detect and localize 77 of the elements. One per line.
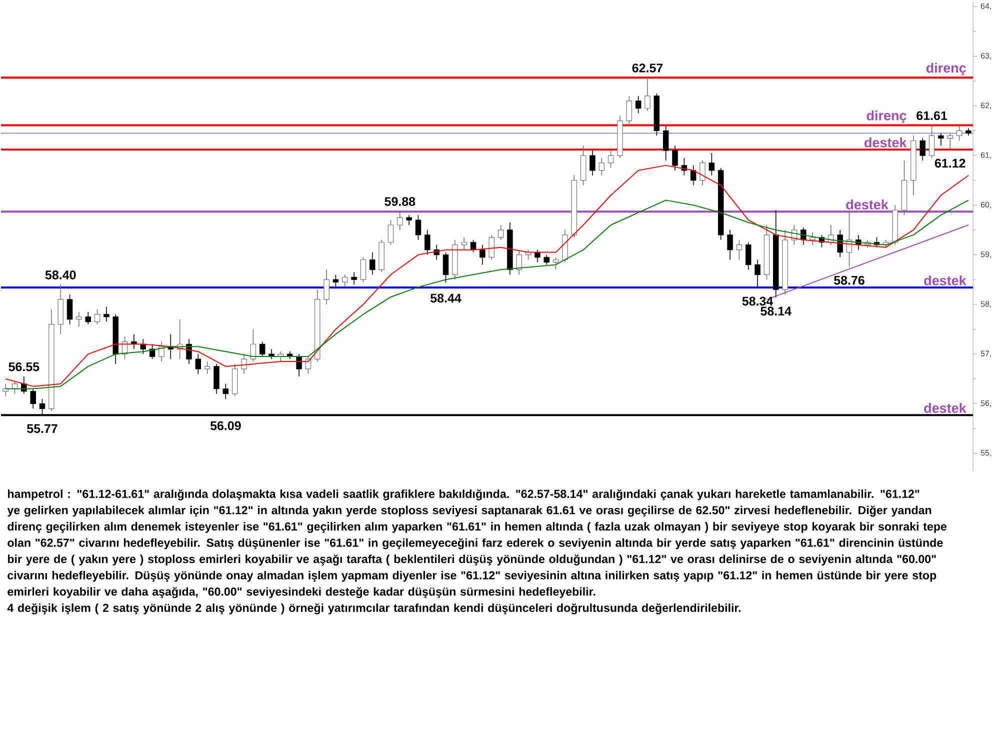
candlestick	[635, 96, 642, 114]
candlestick	[442, 252, 449, 284]
candlestick	[397, 210, 403, 230]
candlestick	[590, 150, 596, 176]
candlestick	[480, 244, 486, 266]
candlestick	[222, 383, 229, 400]
candlestick	[94, 309, 100, 325]
candlestick	[672, 145, 678, 171]
candlestick	[920, 138, 926, 161]
candlestick	[415, 214, 422, 240]
candlestick	[488, 234, 494, 260]
candlestick	[351, 272, 357, 286]
ref-line-label: direnç	[926, 62, 966, 76]
ref-line-label: destek	[846, 200, 888, 210]
candlestick	[928, 124, 935, 158]
candlestick	[837, 230, 843, 258]
candlestick	[214, 364, 220, 394]
candlestick	[754, 259, 760, 288]
annotation: 56.09	[210, 421, 241, 430]
candlestick	[516, 249, 522, 276]
annotation: 59.88	[384, 197, 416, 206]
candlestick	[810, 232, 816, 246]
candlestick	[360, 256, 366, 283]
annotation: 61.12	[934, 158, 966, 168]
candlestick	[700, 160, 706, 186]
candlestick	[956, 125, 962, 142]
candlestick	[727, 230, 733, 260]
candlestick	[746, 242, 752, 270]
candlestick	[104, 306, 110, 322]
candlestick	[424, 230, 430, 256]
annotation: 58.40	[45, 270, 76, 280]
candlestick	[296, 354, 302, 377]
candlestick	[938, 132, 944, 146]
candlestick	[158, 341, 164, 362]
candlestick	[388, 220, 394, 246]
annotation: 62.57	[632, 64, 663, 72]
annotation: 58.14	[760, 306, 792, 316]
candlestick	[85, 312, 91, 325]
candlestick	[241, 354, 247, 374]
candlestick	[30, 388, 36, 410]
candlestick	[406, 214, 412, 226]
candlestick	[947, 132, 953, 150]
annotation: 56.55	[8, 362, 40, 372]
candlestick	[552, 256, 559, 270]
ref-line-label: destek	[864, 138, 907, 148]
candlestick	[305, 356, 312, 374]
ref-line-label: destek	[924, 275, 966, 286]
ref-line-label: destek	[924, 403, 966, 413]
candlestick	[708, 152, 715, 176]
candlestick	[76, 312, 82, 328]
ref-line-label: direnç	[866, 110, 906, 124]
annotation: 61.61	[916, 111, 948, 120]
candlestick	[195, 354, 202, 374]
candlestick	[332, 274, 339, 288]
candlestick	[736, 240, 742, 260]
candlestick	[250, 328, 256, 362]
annotation: 58.34	[742, 296, 774, 306]
candlestick	[498, 224, 504, 240]
candlestick	[461, 237, 467, 250]
annotation: 58.44	[430, 294, 462, 303]
candlestick	[342, 274, 348, 288]
candlestick	[608, 150, 614, 168]
text: 4 değişik işlem ( 2 satış yönünde 2 alış yönünde ) örneği yatırımcılar tarafından kendi düşünceleri doğrultusunda değerlendirilebilir.	[7, 603, 741, 614]
candlestick	[204, 361, 210, 374]
candlestick	[140, 338, 146, 354]
candlestick	[66, 294, 73, 325]
candlestick	[598, 158, 605, 176]
text: hampetrol : "61.12-61.61" aralığında dolaşmakta kısa vadeli saatlik grafiklere bakıldığında. "62.57-58.14" aralığındaki çanak yukarı hareketle tamamlanabilir. "61.12" ye gelirken yapılabilecek alımlar için "61.12" in altında yakın yerde stoploss seviyesi saptanarak 61.61 ve orası geçilirse de 62.50" zirvesi hedeflenebilir. Diğer yandan direnç geçilirken alım denemek isteyenler ise "61.61" geçilirken alım yaparken "61.61" in hemen altında ( fazla uzak olmayan ) bir seviyeye stop koyarak bir sonraki tepe olan "62.57" civarını hedefleyebilir. Satış düşünenler ise "61.61" in geçilemeyeceğini farz ederek o seviyenin altında bir yerde satış yaparken "61.61" direncinin üstünde bir yere de ( yakın yere ) stoploss emirleri koyabilir ve aşağı tarafta ( beklentileri düşüş yönünde olduğundan ) "61.12" ve orası delinirse de o seviyenin altında "60.00" civarını hedefleyebilir. Düşüş yönünde onay almadan işlem yapmam diyenler ise "61.12" seviyesinin altına inilirken satış yapıp "61.12" in hemen üstünde bir yere stop emirleri koyabilir ve daha aşağıda, "60.00" seviyesindeki desteğe kadar düşüşün sürmesini hedefleyebilir.	[7, 489, 947, 598]
candlestick	[626, 96, 632, 126]
candlestick	[324, 269, 330, 305]
annotation: 55.77	[27, 424, 58, 434]
candlestick	[370, 252, 376, 276]
candlestick	[259, 341, 266, 357]
candlestick	[644, 77, 650, 112]
candlestick	[662, 125, 669, 161]
annotation: 58.76	[834, 276, 864, 285]
candlestick	[544, 254, 550, 266]
